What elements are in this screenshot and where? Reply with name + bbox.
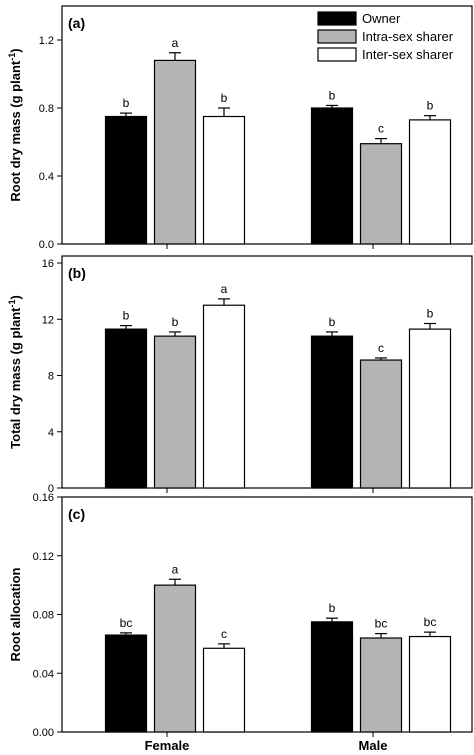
legend-swatch bbox=[317, 11, 357, 26]
significance-letter: b bbox=[123, 309, 130, 323]
bar-intra-sex-sharer-male bbox=[359, 143, 403, 245]
significance-letter: c bbox=[378, 122, 384, 136]
y-tick-label: 0.08 bbox=[33, 610, 54, 622]
chart-panel-1: 0.0 0.4 0.8 1.2 Root dry mass (g plant-1) (a)… bbox=[7, 5, 473, 251]
plot-frame bbox=[61, 5, 473, 245]
significance-letter: b bbox=[329, 315, 336, 329]
y-tick-label: 0 bbox=[48, 483, 54, 495]
legend-swatch bbox=[317, 29, 357, 44]
panel-label: (a) bbox=[68, 15, 85, 31]
significance-letter: bc bbox=[375, 617, 388, 631]
y-tick-label: 0.00 bbox=[33, 727, 54, 739]
y-axis-label: Root allocation bbox=[8, 567, 23, 661]
significance-letter: bc bbox=[120, 616, 133, 630]
y-tick-label: 0.16 bbox=[33, 492, 54, 504]
y-tick-label: 16 bbox=[42, 258, 54, 270]
x-category-label: Male bbox=[359, 738, 388, 753]
panel-label: (b) bbox=[68, 265, 86, 281]
significance-letter: b bbox=[123, 96, 130, 110]
significance-letter: a bbox=[221, 282, 228, 296]
significance-letter: b bbox=[427, 99, 434, 113]
panel-label: (c) bbox=[68, 506, 85, 522]
y-tick-label: 0.8 bbox=[39, 103, 54, 115]
bar-inter-sex-sharer-female bbox=[202, 115, 246, 245]
bar-intra-sex-sharer-female bbox=[153, 59, 197, 245]
significance-letter: b bbox=[172, 315, 179, 329]
x-category-label: Female bbox=[145, 738, 190, 753]
bar-owner-male bbox=[310, 335, 354, 489]
bar-owner-female bbox=[104, 328, 148, 489]
y-tick-label: 4 bbox=[48, 427, 54, 439]
y-tick-label: 0.0 bbox=[39, 239, 54, 251]
y-tick-label: 0.04 bbox=[33, 668, 54, 680]
legend-label: Owner bbox=[362, 11, 401, 26]
significance-letter: b bbox=[427, 306, 434, 320]
y-tick-label: 12 bbox=[42, 314, 54, 326]
bar-owner-male bbox=[310, 107, 354, 245]
legend-label: Inter-sex sharer bbox=[362, 47, 454, 62]
bar-owner-female bbox=[104, 634, 148, 733]
significance-letter: bc bbox=[424, 615, 437, 629]
legend-label: Intra-sex sharer bbox=[362, 29, 454, 44]
bar-inter-sex-sharer-female bbox=[202, 647, 246, 733]
chart-panel-2: 0 4 8 12 16 Total dry mass (g plant-1) (b) b b b c… bbox=[7, 255, 473, 495]
bar-inter-sex-sharer-male bbox=[408, 328, 452, 489]
significance-letter: c bbox=[221, 627, 227, 641]
bar-inter-sex-sharer-male bbox=[408, 635, 452, 733]
legend-swatch bbox=[317, 47, 357, 62]
bar-intra-sex-sharer-male bbox=[359, 359, 403, 489]
bar-owner-female bbox=[104, 115, 148, 245]
bar-intra-sex-sharer-male bbox=[359, 637, 403, 733]
y-tick-label: 0.12 bbox=[33, 551, 54, 563]
y-axis-label: Root dry mass (g plant-1) bbox=[7, 48, 23, 201]
bar-intra-sex-sharer-female bbox=[153, 584, 197, 733]
bar-inter-sex-sharer-female bbox=[202, 304, 246, 489]
significance-letter: a bbox=[172, 36, 179, 50]
y-axis-label: Total dry mass (g plant-1) bbox=[7, 295, 23, 449]
significance-letter: a bbox=[172, 562, 179, 576]
significance-letter: c bbox=[378, 341, 384, 355]
y-tick-label: 0.4 bbox=[39, 171, 54, 183]
bar-intra-sex-sharer-female bbox=[153, 335, 197, 489]
significance-letter: b bbox=[329, 88, 336, 102]
significance-letter: b bbox=[329, 601, 336, 615]
significance-letter: b bbox=[221, 91, 228, 105]
bar-inter-sex-sharer-male bbox=[408, 119, 452, 245]
y-tick-label: 8 bbox=[48, 371, 54, 383]
bar-owner-male bbox=[310, 621, 354, 733]
y-tick-label: 1.2 bbox=[39, 35, 54, 47]
plot-frame bbox=[61, 255, 473, 489]
